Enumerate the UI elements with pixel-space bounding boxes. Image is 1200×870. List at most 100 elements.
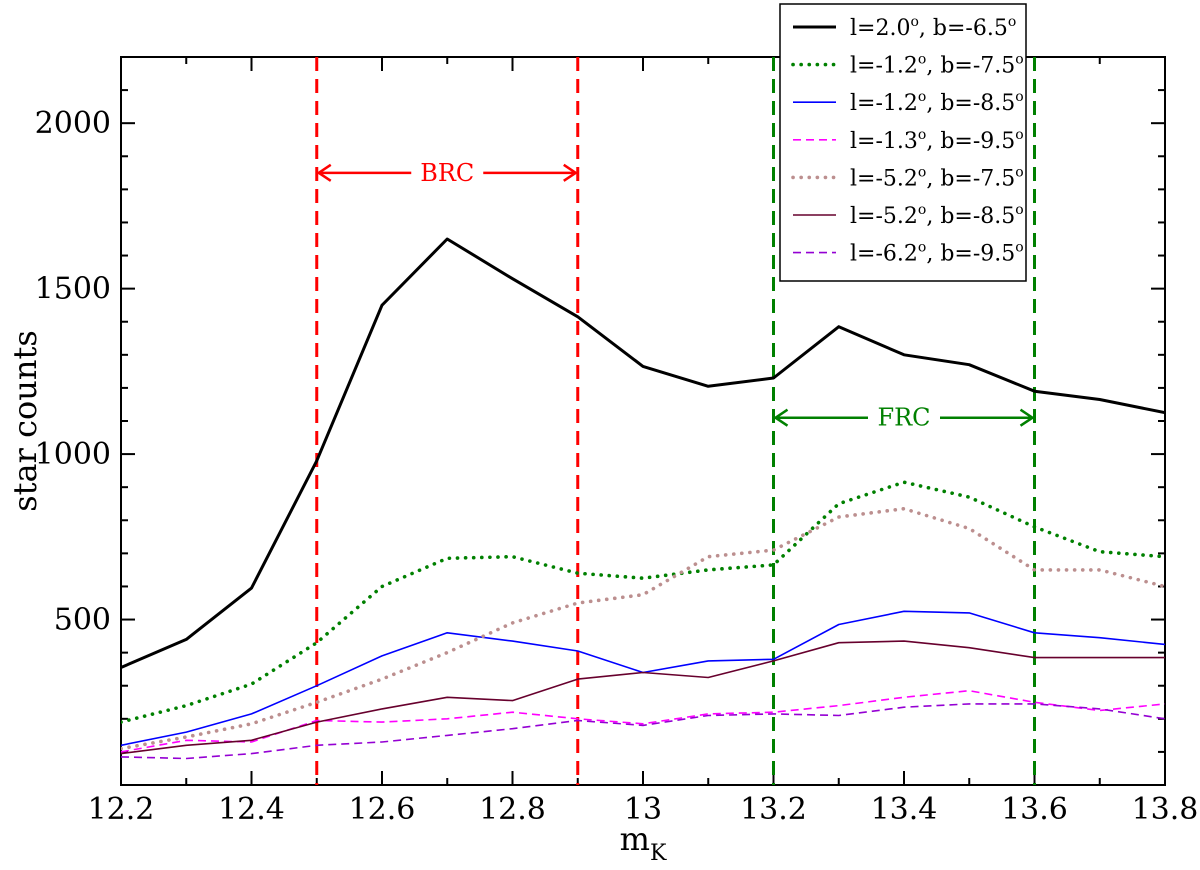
series-2-point [316, 642, 318, 644]
y-axis-title: star counts [6, 330, 44, 512]
series-4-point [773, 711, 775, 713]
legend-label: l=2.0o, b=-6.5o [850, 14, 1016, 41]
y-tick-label: 1500 [35, 272, 111, 307]
series-6-point [642, 672, 644, 674]
series-3-point [773, 658, 775, 660]
legend-label: l=-1.3o, b=-9.5o [850, 127, 1024, 154]
series-5-point [1034, 569, 1036, 571]
x-tick-label: 12.6 [349, 792, 416, 827]
annotation-label-frc: FRC [877, 404, 930, 432]
x-tick-label: 13.4 [871, 792, 938, 827]
series-2-point [968, 496, 970, 498]
series-6-point [316, 721, 318, 723]
series-5-point [968, 528, 970, 530]
series-7-point [903, 706, 905, 708]
series-5-point [381, 678, 383, 680]
series-1-point [1099, 399, 1101, 401]
series-4-point [838, 705, 840, 707]
series-2-point [707, 569, 709, 571]
series-6-point [968, 647, 970, 649]
series-4-point [381, 721, 383, 723]
series-7-point [707, 715, 709, 717]
x-tick-label: 13.2 [740, 792, 807, 827]
series-7-point [968, 703, 970, 705]
series-7-point [642, 725, 644, 727]
series-4-point [707, 713, 709, 715]
series-5-point [316, 701, 318, 703]
series-2-point [185, 705, 187, 707]
series-lines [121, 237, 1165, 760]
series-6-point [903, 640, 905, 642]
series-1-point [968, 364, 970, 366]
series-3-point [838, 624, 840, 626]
x-tick-label: 13.6 [1001, 792, 1068, 827]
x-tick-label: 12.4 [218, 792, 285, 827]
x-tick-label: 12.8 [479, 792, 546, 827]
series-6-point [1034, 657, 1036, 659]
series-5-point [512, 622, 514, 624]
series-1-point [903, 354, 905, 356]
series-7-point [577, 720, 579, 722]
series-6-point [577, 678, 579, 680]
series-2-point [381, 586, 383, 588]
x-tick-label: 12.2 [88, 792, 155, 827]
series-3-point [903, 610, 905, 612]
series-7-point [185, 758, 187, 760]
series-5-point [903, 508, 905, 510]
series-4-point [512, 711, 514, 713]
series-line-4 [121, 689, 1165, 753]
series-4-point [185, 740, 187, 742]
series-6-point [381, 708, 383, 710]
series-1-point [316, 460, 318, 462]
annotation-arrowhead-brc [563, 163, 579, 182]
annotation-arrowhead-frc [773, 408, 789, 427]
series-3-point [381, 655, 383, 657]
series-6-point [707, 677, 709, 679]
series-1-point [577, 316, 579, 318]
series-4-point [577, 718, 579, 720]
x-axis-title: mK [620, 820, 667, 866]
annotation-label-brc: BRC [420, 159, 474, 187]
series-2-point [773, 564, 775, 566]
x-tick-label: 13 [624, 792, 662, 827]
series-4-point [1099, 710, 1101, 712]
legend-label: l=-5.2o, b=-8.5o [850, 202, 1024, 229]
series-5-point [707, 556, 709, 558]
series-3-point [968, 612, 970, 614]
series-5-point [577, 602, 579, 604]
x-axis-title-main: m [620, 820, 650, 858]
series-4-point [251, 741, 253, 743]
series-3-point [185, 731, 187, 733]
series-2-point [577, 572, 579, 574]
series-3-point [707, 660, 709, 662]
series-5-point [251, 723, 253, 725]
series-1-point [773, 377, 775, 379]
series-3-point [316, 685, 318, 687]
series-4-point [642, 723, 644, 725]
series-7-point [1034, 703, 1036, 705]
series-2-point [838, 503, 840, 505]
legend-label: l=-5.2o, b=-7.5o [850, 164, 1024, 191]
series-2-point [512, 556, 514, 558]
series-1-point [251, 587, 253, 589]
series-7-point [446, 735, 448, 737]
series-1-point [185, 639, 187, 641]
series-4-point [1034, 701, 1036, 703]
series-line-7 [121, 703, 1165, 760]
series-2-point [446, 558, 448, 560]
series-6-point [446, 697, 448, 699]
series-6-point [251, 740, 253, 742]
range-annotations: BRC FRC [316, 159, 1035, 432]
series-7-point [838, 715, 840, 717]
series-4-point [446, 718, 448, 720]
series-1-point [838, 326, 840, 328]
series-4-point [968, 690, 970, 692]
series-7-point [512, 728, 514, 730]
series-7-point [316, 744, 318, 746]
series-2-point [1034, 526, 1036, 528]
legend: l=2.0o, b=-6.5o l=-1.2o, b=-7.5o l=-1.2o, … [779, 3, 1027, 282]
series-7-point [381, 741, 383, 743]
series-1-point [707, 385, 709, 387]
series-5-point [446, 652, 448, 654]
